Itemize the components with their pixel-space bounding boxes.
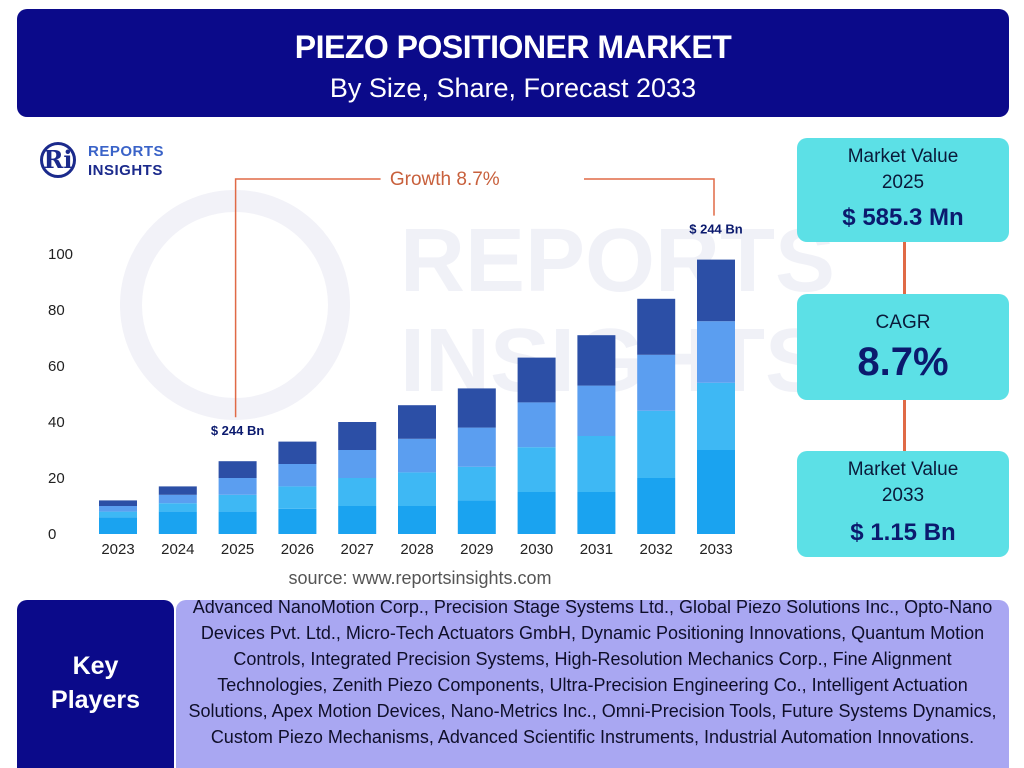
bar-segment-2023-2 [99, 511, 137, 518]
y-tick-label: 80 [48, 302, 65, 319]
market-value-2025-label: Market Value 2025 [847, 146, 959, 193]
bar-segment-2027-2 [338, 478, 377, 506]
bar-segment-2030-1 [517, 492, 556, 534]
key-players-text: Advanced NanoMotion Corp., Precision Sta… [188, 600, 997, 747]
bar-segment-2026-1 [278, 508, 317, 534]
bar-segment-2030-3 [517, 402, 556, 448]
bar-segment-2023-4 [99, 500, 137, 506]
bar-segment-2028-2 [398, 472, 436, 506]
bar-segment-2025-1 [218, 511, 257, 534]
card-connector [903, 242, 906, 294]
bar-segment-2033-3 [697, 321, 735, 383]
bar-segment-2024-3 [158, 494, 197, 504]
header-banner: PIEZO POSITIONER MARKET By Size, Share, … [17, 9, 1009, 117]
bar-segment-2026-2 [278, 486, 317, 509]
cagr-value: 8.7% [857, 340, 949, 384]
market-value-2033-card: Market Value 2033 $ 1.15 Bn [797, 451, 1009, 557]
page-title: PIEZO POSITIONER MARKET [294, 29, 732, 65]
key-players-label: Key Players [17, 600, 174, 768]
growth-bracket-left [234, 178, 381, 418]
bar-segment-2027-4 [338, 422, 377, 450]
bar-annotation: $ 244 Bn [211, 423, 265, 438]
x-tick-label: 2028 [400, 541, 433, 558]
bar-segment-2024-1 [158, 511, 197, 534]
bar-segment-2032-4 [637, 298, 676, 355]
bar-segment-2027-1 [338, 506, 377, 534]
bar-segment-2033-2 [697, 382, 735, 450]
bar-segment-2026-3 [278, 464, 317, 487]
bar-segment-2024-4 [158, 486, 197, 495]
bar-segment-2025-2 [218, 494, 257, 512]
x-tick-label: 2032 [640, 541, 673, 558]
market-value-2033-label: Market Value 2033 [847, 459, 959, 506]
x-tick-label: 2033 [699, 541, 732, 558]
market-value-2025: $ 585.3 Mn [842, 204, 964, 231]
growth-bracket-right [584, 178, 715, 216]
bar-segment-2032-2 [637, 410, 676, 478]
bar-segment-2033-1 [697, 450, 735, 534]
bar-segment-2026-4 [278, 441, 317, 464]
bar-segment-2024-2 [158, 503, 197, 512]
source-note: source: www.reportsinsights.com [288, 568, 552, 588]
bar-segment-2028-4 [398, 405, 436, 439]
y-tick-label: 20 [48, 470, 65, 487]
bar-segment-2029-2 [457, 466, 496, 501]
page-subtitle: By Size, Share, Forecast 2033 [329, 73, 697, 103]
cagr-card: CAGR 8.7% [797, 294, 1009, 400]
key-players-list: Advanced NanoMotion Corp., Precision Sta… [176, 600, 1009, 768]
bar-segment-2031-1 [577, 492, 616, 534]
bar-segment-2028-3 [398, 438, 436, 473]
bar-segment-2025-3 [218, 478, 257, 495]
x-tick-label: 2029 [460, 541, 493, 558]
x-tick-label: 2030 [520, 541, 553, 558]
bar-segment-2029-4 [457, 388, 496, 428]
bar-segment-2031-2 [577, 436, 616, 492]
y-tick-label: 0 [48, 526, 56, 543]
bar-segment-2029-3 [457, 427, 496, 467]
growth-label: Growth 8.7% [390, 169, 500, 190]
bar-segment-2029-1 [457, 500, 496, 534]
key-players-label-line-2: Players [51, 686, 140, 714]
logo-line-1: REPORTS [88, 143, 165, 160]
bar-segment-2032-3 [637, 354, 676, 411]
x-tick-label: 2027 [341, 541, 374, 558]
logo-icon: Ri [40, 142, 76, 178]
cagr-label: CAGR [875, 312, 931, 333]
bar-segment-2032-1 [637, 478, 676, 534]
x-tick-label: 2024 [161, 541, 194, 558]
card-connector [903, 400, 906, 451]
x-tick-label: 2023 [101, 541, 134, 558]
bar-segment-2023-1 [99, 517, 137, 534]
bar-annotation: $ 244 Bn [689, 222, 743, 237]
y-tick-label: 60 [48, 358, 65, 375]
bar-segment-2031-3 [577, 385, 616, 436]
bar-segment-2031-4 [577, 335, 616, 386]
x-tick-label: 2026 [281, 541, 314, 558]
market-value-2033: $ 1.15 Bn [850, 519, 956, 546]
x-tick-label: 2025 [221, 541, 254, 558]
bar-segment-2033-4 [697, 259, 735, 322]
key-players-label-line-1: Key [72, 652, 119, 680]
market-bar-chart: $ 244 Bn $ 244 Bn Growth 8.7% 2023 2024 2025… [48, 169, 743, 558]
y-tick-label: 40 [48, 414, 65, 431]
market-value-2025-card: Market Value 2025 $ 585.3 Mn [797, 138, 1009, 242]
bar-segment-2030-4 [517, 357, 556, 403]
x-tick-label: 2031 [580, 541, 613, 558]
bar-segment-2027-3 [338, 450, 377, 478]
logo-line-2: INSIGHTS [88, 162, 163, 179]
y-tick-label: 100 [48, 246, 73, 263]
reports-insights-logo: Ri REPORTS INSIGHTS [40, 140, 180, 184]
bar-segment-2025-4 [218, 461, 257, 478]
bar-segment-2028-1 [398, 506, 436, 534]
bar-segment-2030-2 [517, 447, 556, 492]
bar-segment-2023-3 [99, 506, 137, 512]
